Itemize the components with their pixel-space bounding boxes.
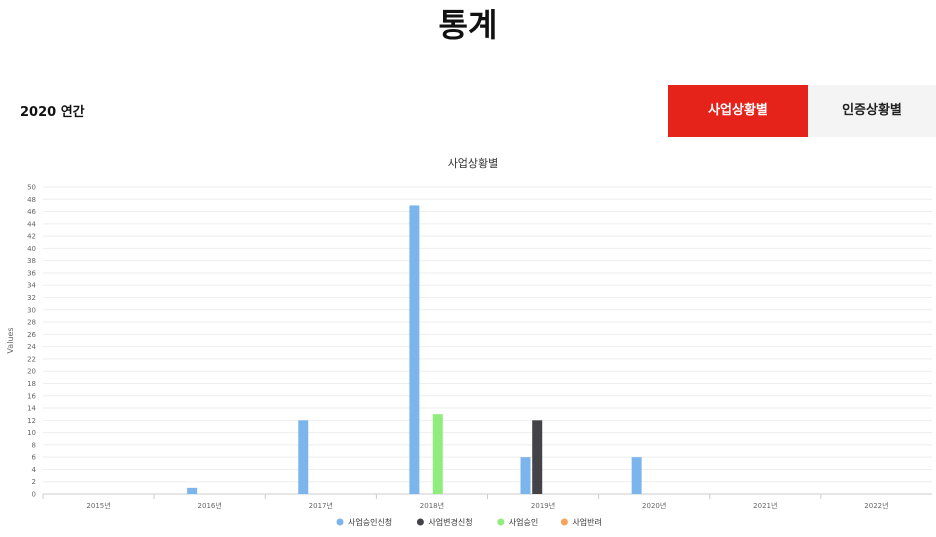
- y-tick-label: 14: [27, 405, 36, 413]
- y-tick-label: 48: [27, 196, 36, 204]
- bar-1: [520, 457, 531, 494]
- y-tick-label: 42: [27, 233, 36, 241]
- x-tick-label: 2016년: [198, 501, 222, 510]
- legend-item-4: 사업반려: [572, 517, 601, 527]
- tab-certification-status[interactable]: 인증상황별: [808, 85, 936, 137]
- x-tick-label: 2020년: [642, 501, 666, 510]
- y-tick-label: 22: [27, 355, 36, 363]
- y-tick-label: 24: [27, 343, 36, 351]
- chart-title: 사업상황별: [448, 157, 499, 170]
- y-tick-label: 18: [27, 380, 36, 388]
- y-tick-label: 2: [32, 478, 36, 486]
- y-axis-label: Values: [6, 327, 15, 353]
- y-tick-label: 38: [27, 257, 36, 265]
- x-tick-label: 2019년: [531, 501, 555, 510]
- y-tick-label: 32: [27, 294, 36, 302]
- y-tick-label: 26: [27, 331, 36, 339]
- tab-business-status[interactable]: 사업상황별: [668, 85, 808, 137]
- y-tick-label: 4: [32, 466, 37, 474]
- y-tick-label: 6: [32, 454, 37, 462]
- bar-1: [631, 457, 642, 494]
- y-tick-label: 50: [27, 184, 36, 192]
- x-tick-label: 2021년: [753, 501, 777, 510]
- y-tick-label: 10: [27, 429, 36, 437]
- y-tick-label: 40: [27, 245, 36, 253]
- period-label: 2020 연간: [20, 105, 85, 120]
- bar-1: [409, 205, 420, 495]
- y-tick-label: 16: [27, 392, 36, 400]
- x-tick-label: 2022년: [864, 501, 888, 510]
- legend-item-2: 사업변경신청: [428, 517, 472, 527]
- legend-item-3: 사업승인: [509, 517, 538, 527]
- legend-marker-4: [560, 518, 568, 526]
- x-tick-label: 2017년: [309, 501, 333, 510]
- page-title: 통계: [438, 6, 498, 44]
- x-tick-label: 2015년: [86, 501, 110, 510]
- bar-2: [532, 420, 543, 494]
- legend-marker-3: [497, 518, 505, 526]
- y-tick-label: 30: [27, 306, 36, 314]
- legend-marker-1: [336, 518, 344, 526]
- y-tick-label: 0: [32, 491, 36, 499]
- legend-item-1: 사업승인신청: [348, 517, 392, 527]
- y-tick-label: 20: [27, 368, 36, 376]
- legend-marker-2: [416, 518, 424, 526]
- bar-chart: 사업상황별02468101214161820222426283032343638…: [6, 157, 932, 527]
- y-tick-label: 46: [27, 208, 36, 216]
- y-tick-label: 8: [32, 441, 36, 449]
- bar-1: [187, 487, 198, 494]
- y-tick-label: 28: [27, 319, 36, 327]
- bar-3: [432, 414, 443, 494]
- y-tick-label: 44: [27, 220, 36, 228]
- bar-1: [298, 420, 309, 494]
- y-tick-label: 12: [27, 417, 36, 425]
- y-tick-label: 36: [27, 269, 36, 277]
- x-tick-label: 2018년: [420, 501, 444, 510]
- y-tick-label: 34: [27, 282, 36, 290]
